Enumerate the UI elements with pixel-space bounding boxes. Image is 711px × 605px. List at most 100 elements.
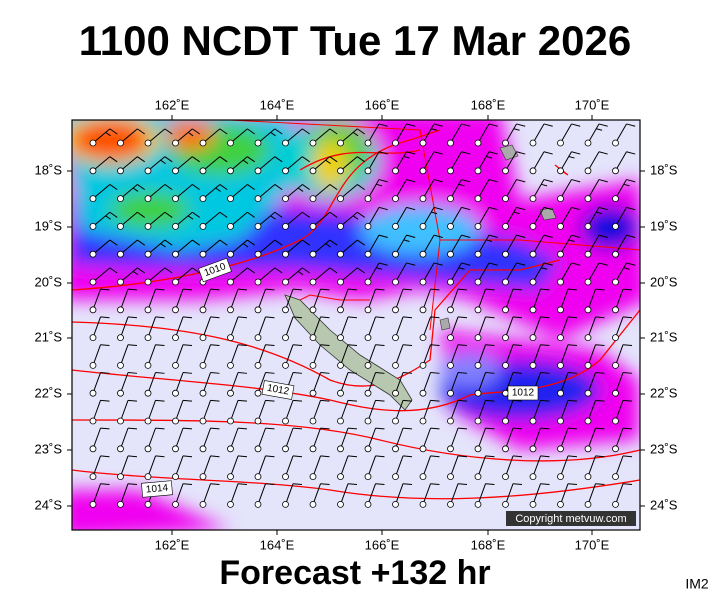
barb-staff <box>147 184 166 199</box>
barb-feather <box>567 399 578 402</box>
barb-feather <box>357 128 366 135</box>
barb-feather <box>329 128 338 135</box>
barb-staff <box>147 455 156 477</box>
barb-station <box>282 500 289 508</box>
barb-station <box>89 473 97 481</box>
barb-feather <box>109 211 118 218</box>
barb-station <box>529 139 537 147</box>
barb-feather <box>127 316 138 319</box>
barb-staff <box>147 128 166 144</box>
barb-feather <box>512 427 523 430</box>
barb-station <box>199 167 207 175</box>
barb-staff <box>340 288 349 310</box>
barb-station <box>392 306 399 314</box>
barb-station <box>474 389 482 397</box>
barb-station <box>584 500 592 508</box>
barb-station <box>529 222 537 230</box>
image-code: IM2 <box>685 576 709 592</box>
barb-staff <box>147 427 156 449</box>
barb-feather <box>598 206 608 211</box>
barb-feather <box>595 399 605 402</box>
barb-station <box>392 500 399 508</box>
barb-feather <box>347 483 358 486</box>
barb-feather <box>192 211 201 218</box>
barb-station <box>309 195 317 203</box>
barb-staff <box>285 455 294 477</box>
barb-station <box>557 222 564 230</box>
isobar-label-text: 1012 <box>512 388 535 399</box>
barb-station <box>557 167 564 175</box>
barb-staff <box>120 128 138 144</box>
barb-staff <box>395 179 407 199</box>
barb-feather <box>292 399 303 402</box>
barb-station <box>144 278 152 286</box>
barb-feather <box>320 399 330 402</box>
barb-feather <box>164 128 173 135</box>
barb-feather <box>622 288 633 291</box>
lon-label: 170˚E <box>575 97 610 112</box>
barb-station <box>419 334 427 342</box>
barb-staff <box>367 179 380 199</box>
barb-staff <box>450 344 459 366</box>
barb-feather <box>433 179 443 183</box>
barb-station <box>309 445 317 453</box>
barb-station <box>557 445 564 453</box>
barb-staff <box>175 288 184 310</box>
barb-feather <box>378 234 388 238</box>
barb-feather <box>461 123 471 127</box>
barb-feather <box>242 243 249 248</box>
barb-staff <box>395 123 407 144</box>
barb-station <box>227 167 234 175</box>
barb-feather <box>274 239 283 246</box>
barb-station <box>474 417 482 425</box>
barb-station <box>584 222 592 230</box>
barb-station <box>254 222 262 230</box>
barb-feather <box>540 344 550 347</box>
barb-feather <box>320 455 330 458</box>
map-area <box>72 120 640 530</box>
barb-station <box>612 306 619 314</box>
barb-station <box>502 195 509 203</box>
barb-station <box>529 417 537 425</box>
barb-feather <box>541 267 548 270</box>
barb-feather <box>210 344 220 347</box>
barb-staff <box>202 288 211 310</box>
barb-station <box>309 334 317 342</box>
barb-station <box>282 167 289 175</box>
barb-station <box>502 306 509 314</box>
barb-staff <box>175 316 184 338</box>
barb-feather <box>568 156 575 159</box>
barb-staff <box>560 179 572 199</box>
barb-feather <box>516 123 526 127</box>
lon-label: 166˚E <box>365 537 400 552</box>
barb-feather <box>182 483 193 486</box>
barb-feather <box>540 483 550 486</box>
barb-staff <box>340 372 349 394</box>
barb-staff <box>505 455 514 477</box>
barb-staff <box>477 151 490 172</box>
barb-station <box>199 222 207 230</box>
barb-staff <box>285 239 303 255</box>
barb-station <box>584 361 592 369</box>
isobar-label: 1014 <box>141 480 173 498</box>
barb-station <box>89 361 97 369</box>
barb-feather <box>219 156 228 163</box>
barb-feather <box>109 267 118 274</box>
barb-feather <box>626 151 636 155</box>
barb-staff <box>175 211 193 227</box>
barb-station <box>584 250 592 258</box>
barb-feather <box>329 267 338 274</box>
barb-staff <box>450 372 459 394</box>
barb-staff <box>92 372 101 394</box>
barb-staff <box>587 372 596 394</box>
barb-staff <box>120 211 138 227</box>
barb-staff <box>120 239 138 255</box>
barb-station <box>227 473 234 481</box>
barb-feather <box>100 316 110 319</box>
barb-feather <box>406 123 416 127</box>
barb-staff <box>422 288 431 310</box>
barb-station <box>337 195 344 203</box>
barb-feather <box>347 288 358 291</box>
barb-staff <box>257 483 266 505</box>
